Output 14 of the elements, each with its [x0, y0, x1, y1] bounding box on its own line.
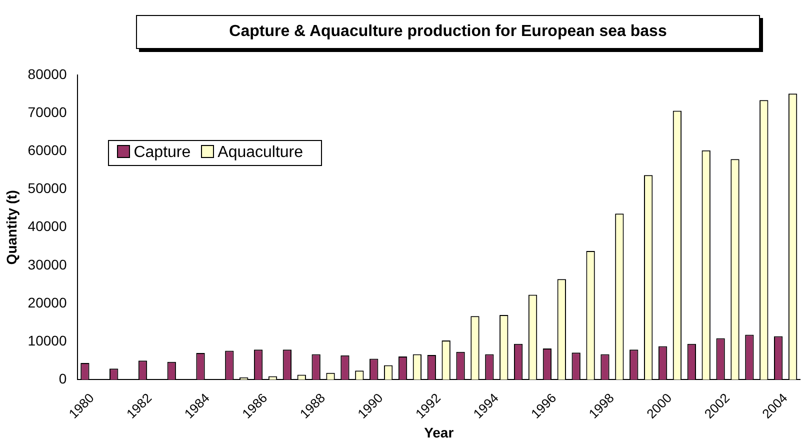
y-axis-title: Quantity (t): [3, 190, 20, 265]
chart-title: Capture & Aquaculture production for European sea bass: [136, 15, 760, 49]
y-tick-label: 80000: [28, 66, 67, 82]
y-tick-label: 30000: [28, 256, 67, 272]
x-axis-title: Year: [424, 424, 454, 440]
y-tick-label: 70000: [28, 104, 67, 120]
y-tick-label: 40000: [28, 218, 67, 234]
y-tick-label: 0: [58, 370, 67, 387]
y-tick-label: 50000: [28, 180, 67, 196]
legend-label: Aquaculture: [216, 144, 304, 161]
legend-label: Capture: [132, 144, 191, 161]
y-tick-label: 60000: [28, 142, 67, 158]
y-tick-label: 10000: [28, 332, 67, 348]
y-tick-label: 20000: [28, 294, 67, 310]
